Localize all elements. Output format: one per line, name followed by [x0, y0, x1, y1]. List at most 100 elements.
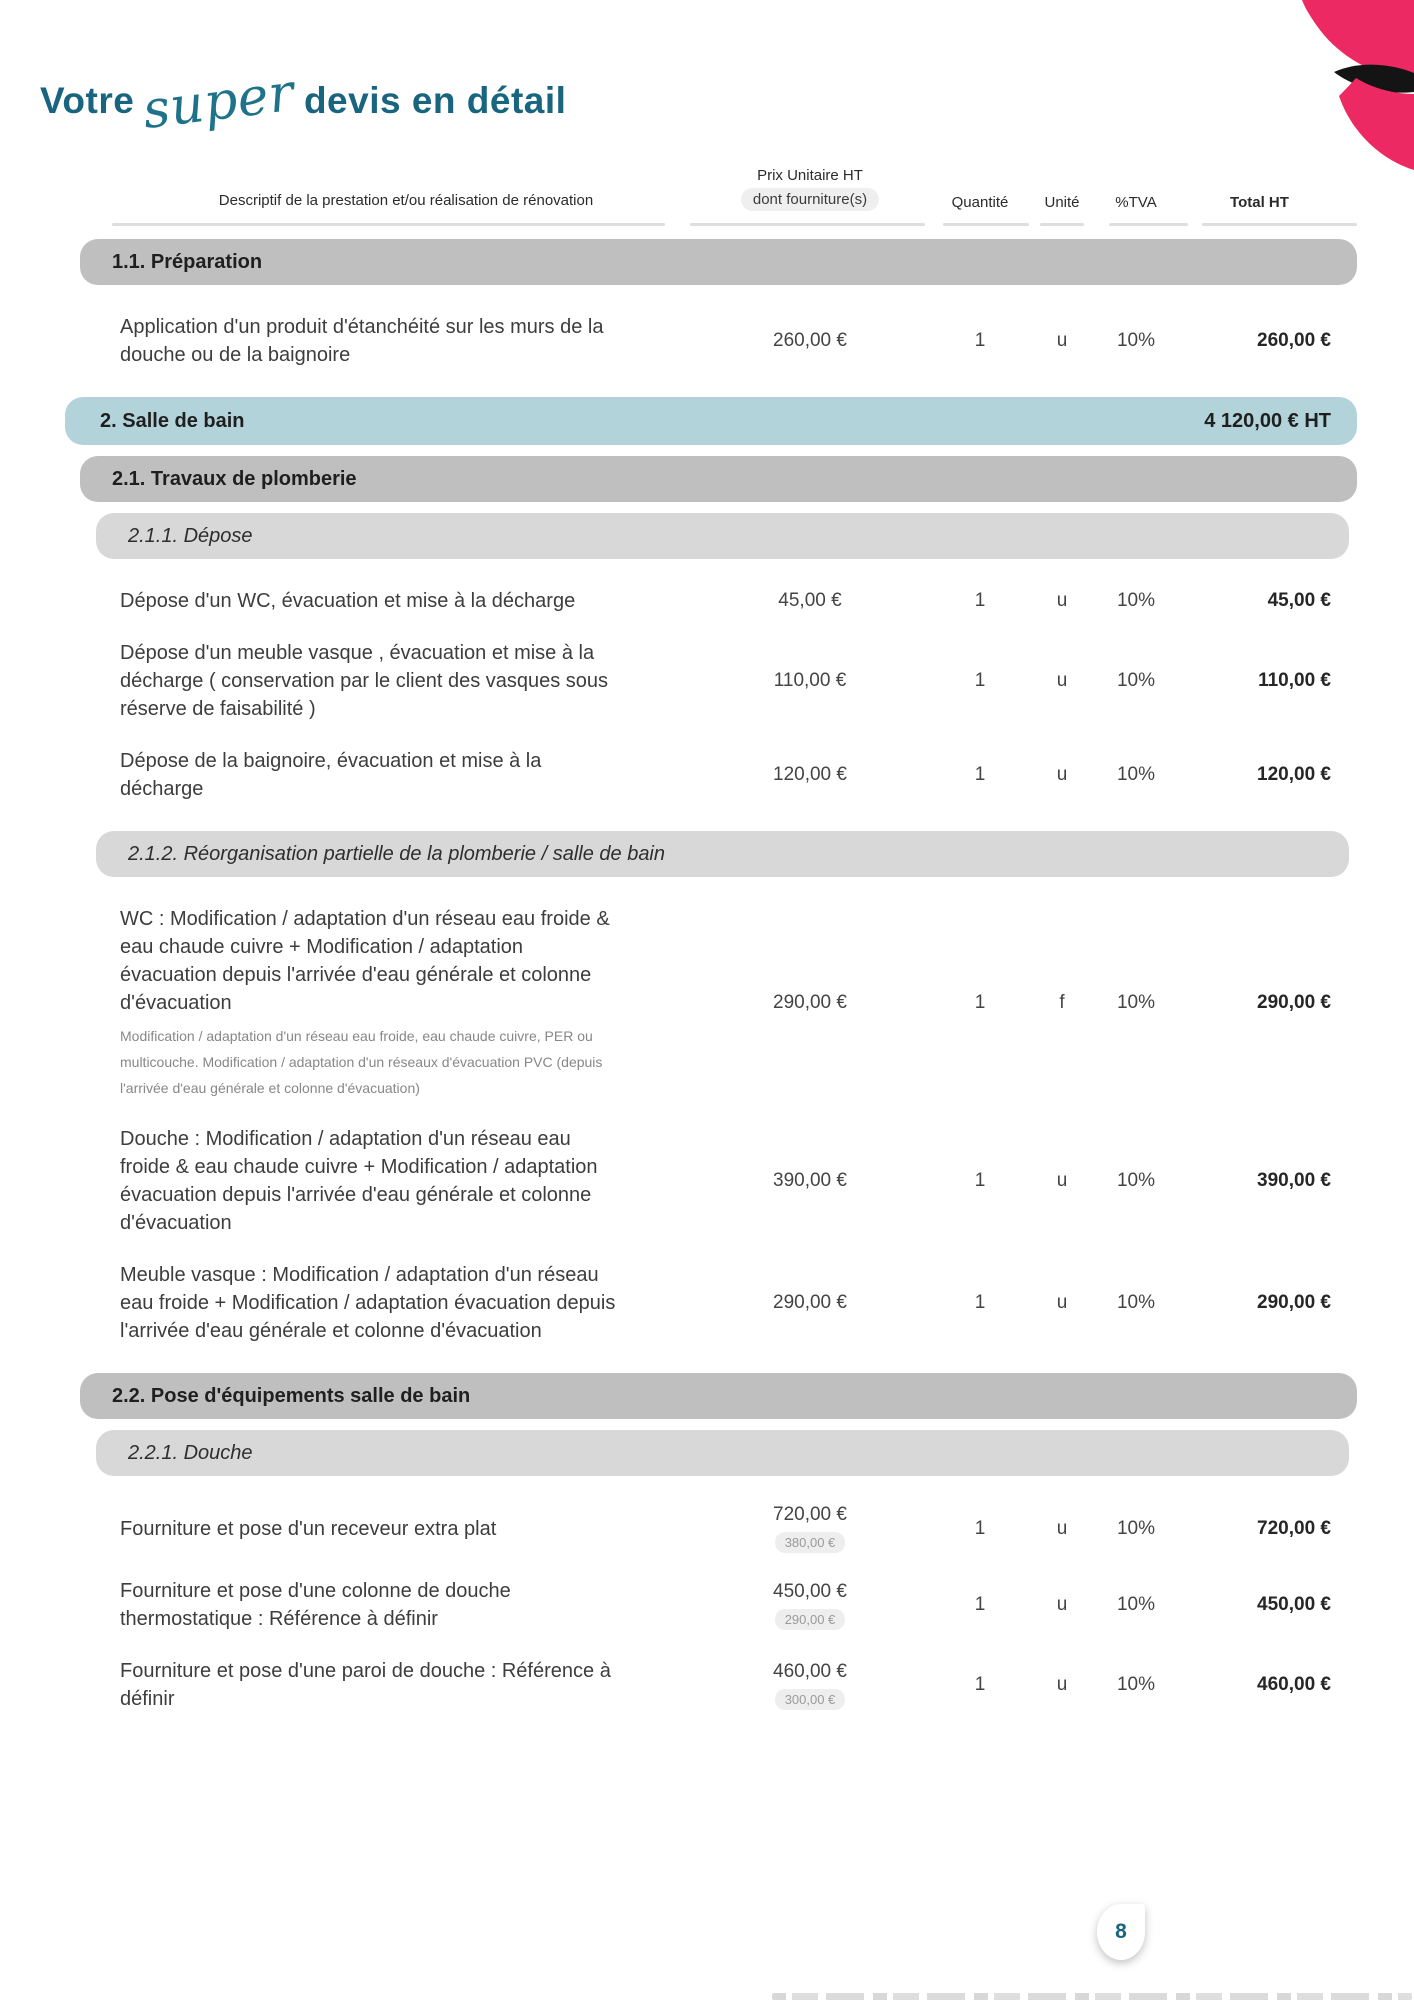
item-description: Dépose d'un meuble vasque , évacuation e…: [120, 642, 609, 720]
item-description: Dépose d'un WC, évacuation et mise à la …: [120, 590, 576, 612]
row-total: 390,00 €: [1257, 1170, 1331, 1191]
vat-rate: 10%: [1116, 1674, 1156, 1695]
title-word-devis: devis en détail: [303, 80, 567, 121]
vat-rate: 10%: [1116, 1292, 1156, 1313]
header-underline: [943, 223, 1029, 226]
vat-rate: 10%: [1116, 670, 1156, 691]
unit-price-cell: 260,00 €: [700, 330, 920, 352]
item-description: Meuble vasque : Modification / adaptatio…: [120, 1264, 616, 1342]
header-underline: [690, 223, 925, 226]
unit: u: [1056, 1594, 1068, 1615]
item-description: WC : Modification / adaptation d'un rése…: [120, 908, 610, 1014]
title-word-votre: Votre: [40, 80, 135, 121]
vat-rate: 10%: [1116, 590, 1156, 611]
item-description: Fourniture et pose d'une paroi de douche…: [120, 1660, 611, 1710]
unit-price-header-line2: dont fourniture(s): [740, 188, 880, 211]
unit: u: [1056, 1674, 1068, 1695]
unit-price: 290,00 €: [773, 1292, 847, 1313]
row-total: 120,00 €: [1257, 764, 1331, 785]
section-bar-label: 2.2. Pose d'équipements salle de bain: [112, 1384, 471, 1407]
column-header-quantity: Quantité: [951, 194, 1009, 211]
supply-price-badge: 380,00 €: [774, 1532, 846, 1553]
quantity: 1: [974, 1292, 986, 1313]
quantity: 1: [974, 764, 986, 785]
table-row: Meuble vasque : Modification / adaptatio…: [112, 1261, 1414, 1345]
item-description-cell: Fourniture et pose d'un receveur extra p…: [112, 1515, 700, 1543]
unit-price: 110,00 €: [773, 670, 847, 691]
unit-price: 290,00 €: [773, 992, 847, 1013]
section-bar-total: 4 120,00 € HT: [1204, 409, 1331, 432]
unit-price-cell: 450,00 € 290,00 €: [700, 1581, 920, 1630]
row-total: 45,00 €: [1267, 590, 1331, 611]
unit-price: 260,00 €: [773, 330, 847, 351]
unit: u: [1056, 590, 1068, 611]
section-bar-label: 2.1. Travaux de plomberie: [112, 467, 357, 490]
supply-price-badge: 300,00 €: [774, 1688, 846, 1710]
row-total: 290,00 €: [1257, 1292, 1331, 1313]
item-description-cell: Application d'un produit d'étanchéité su…: [112, 313, 700, 369]
item-description-cell: Fourniture et pose d'une paroi de douche…: [112, 1657, 700, 1713]
row-total: 110,00 €: [1258, 670, 1331, 691]
table-row: Fourniture et pose d'un receveur extra p…: [112, 1504, 1414, 1553]
section-bar: 2.1.1. Dépose: [96, 513, 1349, 559]
quantity: 1: [974, 1517, 986, 1539]
unit-price-cell: 120,00 €: [700, 764, 920, 786]
title-script-super: super: [139, 62, 298, 141]
item-description: Fourniture et pose d'un receveur extra p…: [120, 1517, 497, 1540]
page-number: 8: [1115, 1920, 1127, 1943]
unit-price: 720,00 €: [773, 1504, 847, 1525]
column-header-unit-price: Prix Unitaire HT dont fourniture(s): [700, 167, 920, 211]
column-header-total: Total HT: [1230, 194, 1289, 211]
quantity: 1: [974, 1674, 986, 1695]
header-underline: [1202, 223, 1357, 226]
column-header-unit: Unité: [1044, 194, 1080, 211]
unit-price: 45,00 €: [778, 590, 842, 611]
vat-rate: 10%: [1116, 992, 1156, 1013]
item-description: Douche : Modification / adaptation d'un …: [120, 1128, 598, 1234]
item-description: Fourniture et pose d'une colonne de douc…: [120, 1580, 511, 1630]
header-underline-row: [112, 223, 1414, 226]
quantity: 1: [974, 992, 986, 1013]
vat-rate: 10%: [1116, 1170, 1156, 1191]
table-header-row: Descriptif de la prestation et/ou réalis…: [112, 167, 1414, 211]
section-bar: 2.2. Pose d'équipements salle de bain: [80, 1373, 1357, 1419]
page-title: Votre super devis en détail: [0, 0, 1414, 141]
vat-rate: 10%: [1116, 330, 1156, 351]
table-row: Dépose de la baignoire, évacuation et mi…: [112, 747, 1414, 803]
quote-table-body: 1.1. Préparation Application d'un produit…: [0, 239, 1414, 1713]
section-bar: 2. Salle de bain 4 120,00 € HT: [65, 397, 1357, 445]
header-underline: [1040, 223, 1084, 226]
item-note: Modification / adaptation d'un réseau ea…: [120, 1028, 603, 1096]
unit-price: 390,00 €: [773, 1170, 847, 1191]
table-row: WC : Modification / adaptation d'un rése…: [112, 905, 1414, 1101]
vat-rate: 10%: [1116, 1517, 1156, 1539]
unit-price-cell: 290,00 €: [700, 1292, 920, 1314]
quantity: 1: [974, 670, 986, 691]
unit-price-header-line1: Prix Unitaire HT: [757, 167, 863, 184]
header-underline: [112, 223, 665, 226]
quantity: 1: [974, 1594, 986, 1615]
table-row: Dépose d'un meuble vasque , évacuation e…: [112, 639, 1414, 723]
section-bar-label: 2.2.1. Douche: [128, 1441, 253, 1464]
row-total: 720,00 €: [1257, 1517, 1331, 1539]
unit-price-cell: 720,00 € 380,00 €: [700, 1504, 920, 1553]
row-total: 290,00 €: [1257, 992, 1331, 1013]
unit-price-cell: 460,00 € 300,00 €: [700, 1661, 920, 1710]
unit: f: [1059, 992, 1065, 1013]
quantity: 1: [974, 590, 986, 611]
item-description: Application d'un produit d'étanchéité su…: [120, 316, 604, 366]
unit: u: [1056, 330, 1068, 351]
quantity: 1: [974, 1170, 986, 1191]
unit: u: [1056, 764, 1068, 785]
section-bar: 2.1.2. Réorganisation partielle de la pl…: [96, 831, 1349, 877]
section-bar-label: 2.1.2. Réorganisation partielle de la pl…: [128, 842, 666, 865]
section-bar-label: 1.1. Préparation: [112, 250, 263, 273]
unit: u: [1056, 1517, 1068, 1539]
clipped-footer-text: [772, 1993, 1412, 2000]
item-description-cell: WC : Modification / adaptation d'un rése…: [112, 905, 700, 1101]
table-row: Fourniture et pose d'une paroi de douche…: [112, 1657, 1414, 1713]
item-description: Dépose de la baignoire, évacuation et mi…: [120, 750, 542, 800]
unit-price-cell: 110,00 €: [700, 670, 920, 692]
row-total: 450,00 €: [1257, 1594, 1331, 1615]
item-description-cell: Dépose d'un meuble vasque , évacuation e…: [112, 639, 700, 723]
